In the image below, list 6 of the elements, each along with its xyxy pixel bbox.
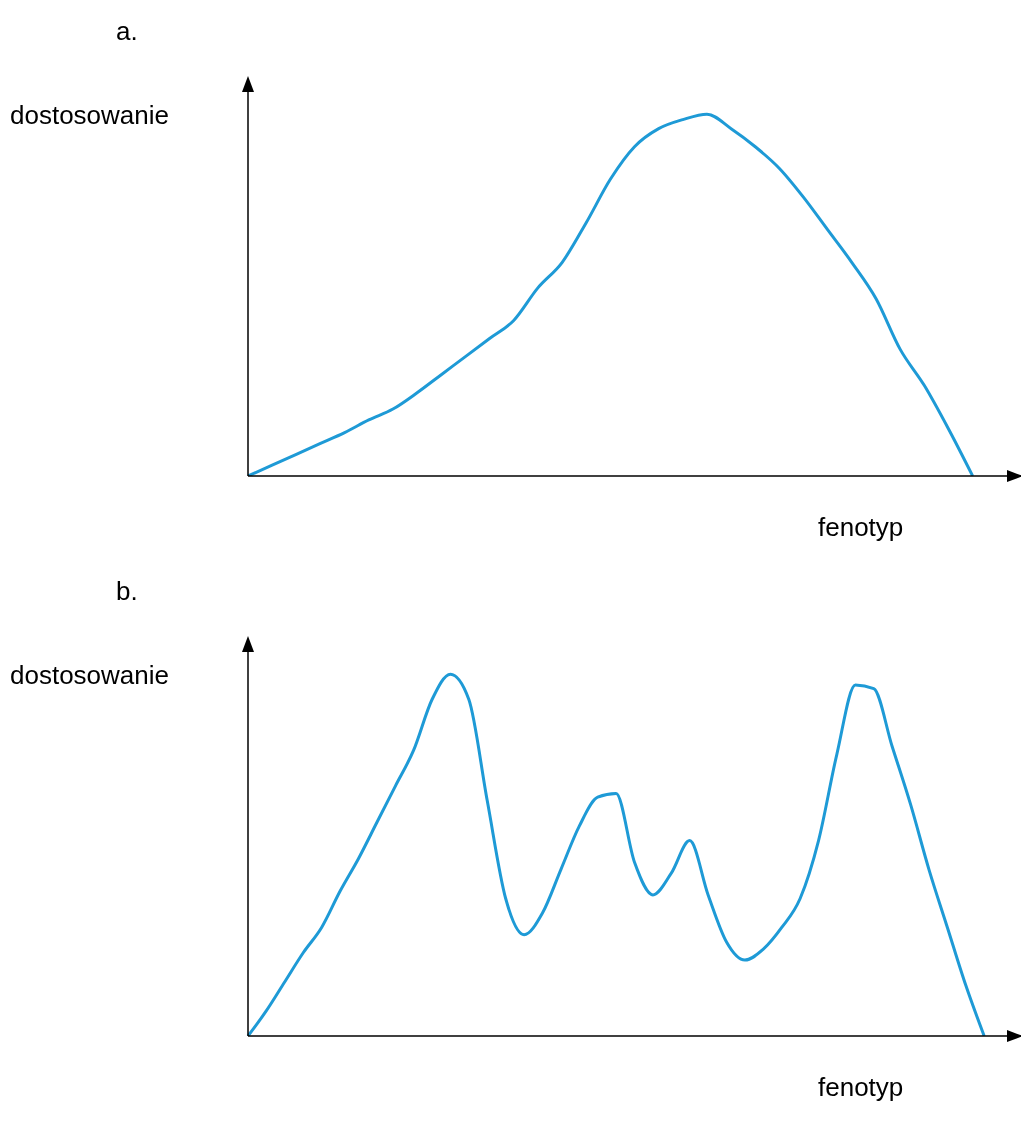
x-axis-title: fenotyp [818, 1072, 904, 1103]
chart-title: b. [116, 576, 138, 607]
x-axis-title: fenotyp [818, 512, 904, 543]
chart-title: a. [116, 16, 138, 47]
y-axis-title: dostosowanie [10, 100, 169, 131]
y-axis-title: dostosowanie [10, 660, 169, 691]
